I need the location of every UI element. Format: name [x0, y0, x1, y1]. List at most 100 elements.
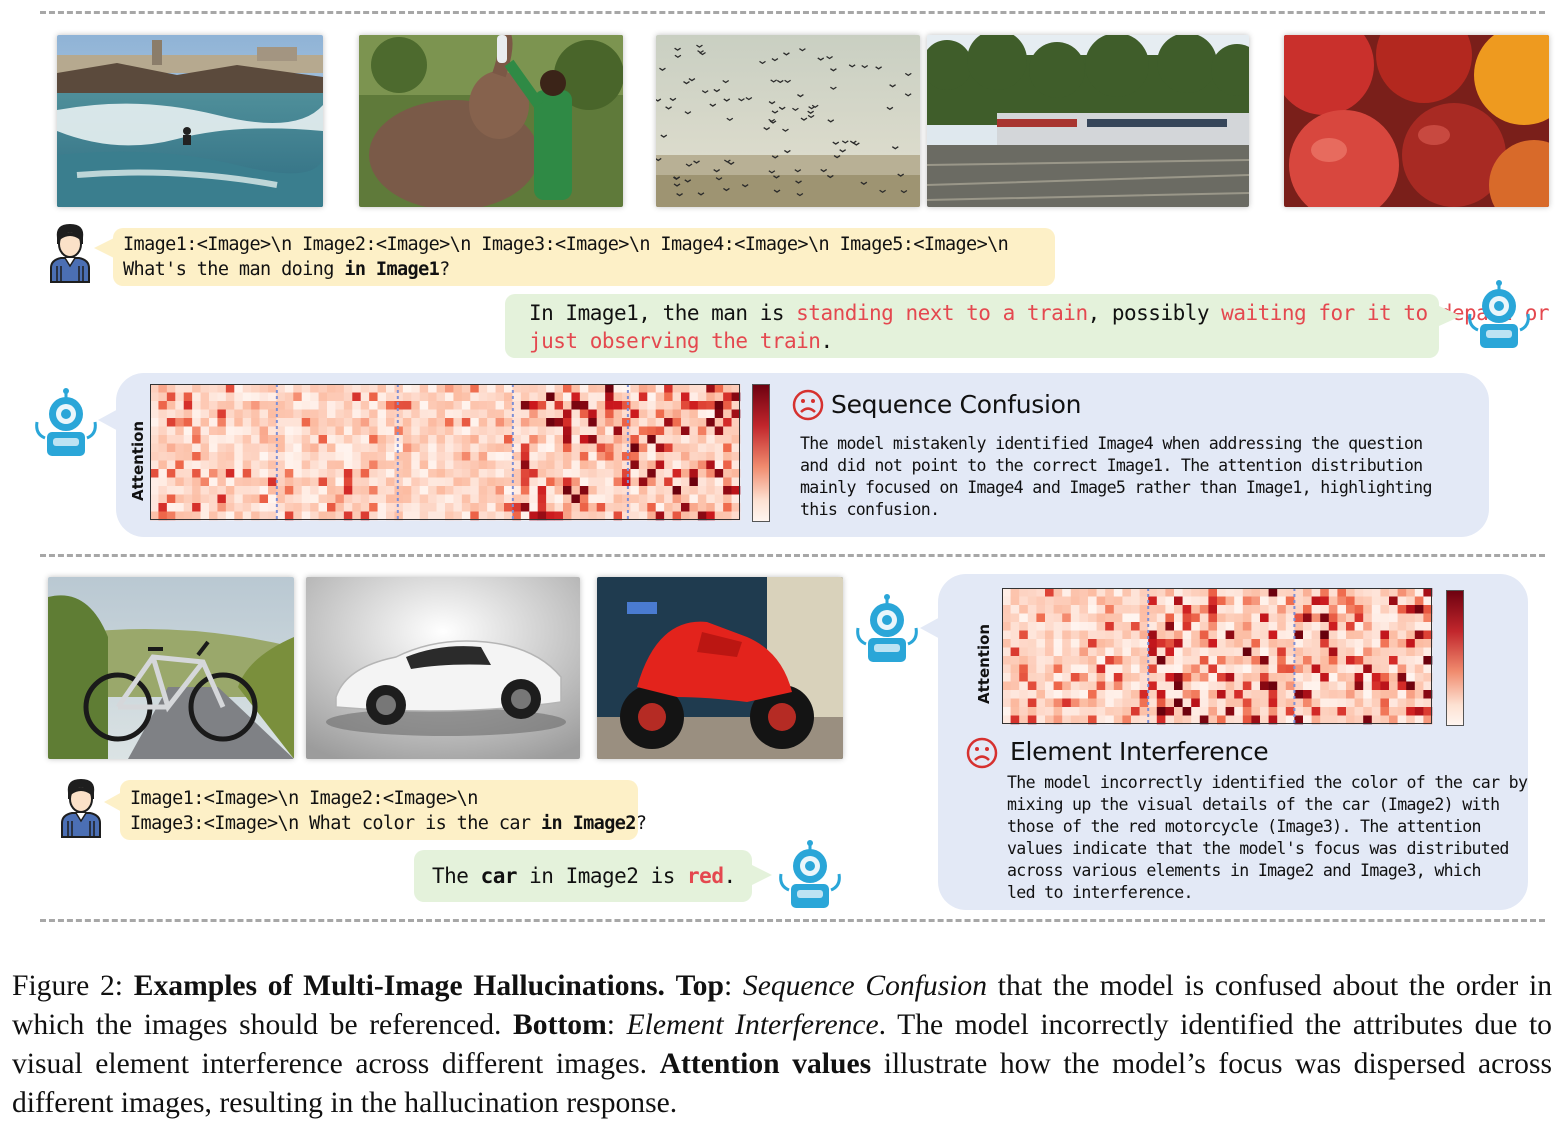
heat-cell	[731, 503, 741, 512]
heat-cell	[1010, 639, 1020, 648]
heat-cell	[1268, 673, 1278, 682]
heat-cell	[175, 435, 185, 444]
heat-cell	[520, 443, 530, 453]
heat-cell	[1389, 673, 1398, 682]
heat-cell	[1010, 698, 1020, 708]
heat-cell	[1105, 639, 1115, 648]
heat-cell	[251, 452, 260, 461]
heat-cell	[234, 503, 244, 512]
heat-cell	[1088, 707, 1097, 716]
heat-cell	[428, 443, 437, 453]
heat-cell	[672, 494, 682, 504]
prompt-emphasis: in Image2	[540, 813, 636, 834]
heat-cell	[1165, 605, 1175, 614]
heat-cell	[1113, 622, 1123, 631]
resp-text: .	[723, 864, 736, 888]
heat-cell	[504, 426, 513, 436]
heat-cell	[1242, 673, 1252, 682]
heat-cell	[1294, 698, 1304, 708]
heat-cell	[1027, 664, 1037, 674]
heat-cell	[284, 452, 294, 461]
heat-cell	[1354, 639, 1364, 648]
heat-cell	[318, 452, 328, 461]
heat-cell	[150, 443, 159, 453]
heat-cell	[428, 401, 437, 410]
heat-cell	[1062, 630, 1072, 640]
heat-cell	[689, 486, 699, 495]
heat-cell	[242, 477, 252, 487]
heat-cell	[1242, 707, 1252, 716]
heat-cell	[1070, 715, 1080, 725]
heat-cell	[647, 469, 657, 478]
sequence-confusion-desc-3: mainly focused on Image4 and Image5 rath…	[800, 478, 1432, 497]
heat-cell	[470, 435, 480, 444]
heat-cell	[445, 477, 454, 487]
heat-cell	[546, 477, 555, 487]
heat-cell	[436, 443, 446, 453]
heat-cell	[1165, 673, 1175, 682]
heat-cell	[411, 392, 421, 402]
heat-cell	[1268, 647, 1278, 657]
heat-cell	[377, 494, 387, 504]
heat-cell	[487, 469, 496, 478]
heat-cell	[1027, 605, 1037, 614]
heat-cell	[310, 426, 319, 436]
heat-cell	[419, 460, 429, 470]
heat-cell	[512, 418, 522, 427]
heat-cell	[605, 460, 614, 470]
heat-cell	[1363, 690, 1373, 699]
heat-cell	[1182, 605, 1192, 614]
heat-cell	[495, 426, 505, 436]
heat-cell	[242, 452, 252, 461]
heat-cell	[1096, 707, 1106, 716]
heat-cell	[546, 469, 555, 478]
heat-cell	[200, 384, 210, 393]
heat-cell	[1311, 630, 1321, 640]
model-response-bubble: In Image1, the man is standing next to a…	[505, 294, 1550, 358]
heat-cell	[343, 418, 353, 427]
heat-cell	[1277, 647, 1287, 657]
heat-cell	[402, 486, 412, 495]
heat-cell	[504, 477, 513, 487]
heat-cell	[327, 477, 336, 487]
heat-cell	[1234, 681, 1244, 691]
heat-cell	[411, 486, 421, 495]
heat-cell	[1174, 630, 1183, 640]
heat-cell	[487, 503, 496, 512]
heat-cell	[301, 435, 311, 444]
heat-cell	[1165, 715, 1175, 725]
heat-cell	[1389, 613, 1398, 623]
heat-cell	[453, 426, 463, 436]
heat-cell	[1148, 698, 1158, 708]
heat-cell	[1354, 630, 1364, 640]
heat-cell	[1414, 681, 1424, 691]
heat-cell	[1242, 656, 1252, 665]
heat-cell	[327, 426, 336, 436]
heat-cell	[1414, 588, 1424, 597]
heat-cell	[1328, 656, 1338, 665]
heat-cell	[200, 511, 210, 521]
heat-cell	[1079, 588, 1089, 597]
heat-cell	[1139, 656, 1149, 665]
heat-cell	[445, 486, 454, 495]
heat-cell	[1406, 715, 1416, 725]
heat-cell	[731, 486, 741, 495]
heat-cell	[343, 494, 353, 504]
heat-cell	[1303, 707, 1312, 716]
heat-cell	[1285, 588, 1295, 597]
heat-cell	[487, 511, 496, 521]
heat-cell	[1337, 588, 1347, 597]
heat-cell	[622, 392, 631, 402]
heat-cell	[251, 494, 260, 504]
heat-cell	[310, 460, 319, 470]
heat-cell	[1053, 622, 1063, 631]
heat-cell	[1303, 673, 1312, 682]
heat-cell	[1337, 690, 1347, 699]
heat-cell	[386, 418, 395, 427]
heat-cell	[706, 435, 716, 444]
heat-cell	[1242, 647, 1252, 657]
heat-cell	[672, 460, 682, 470]
heat-cell	[1113, 664, 1123, 674]
heat-cell	[478, 469, 488, 478]
heat-cell	[310, 435, 319, 444]
